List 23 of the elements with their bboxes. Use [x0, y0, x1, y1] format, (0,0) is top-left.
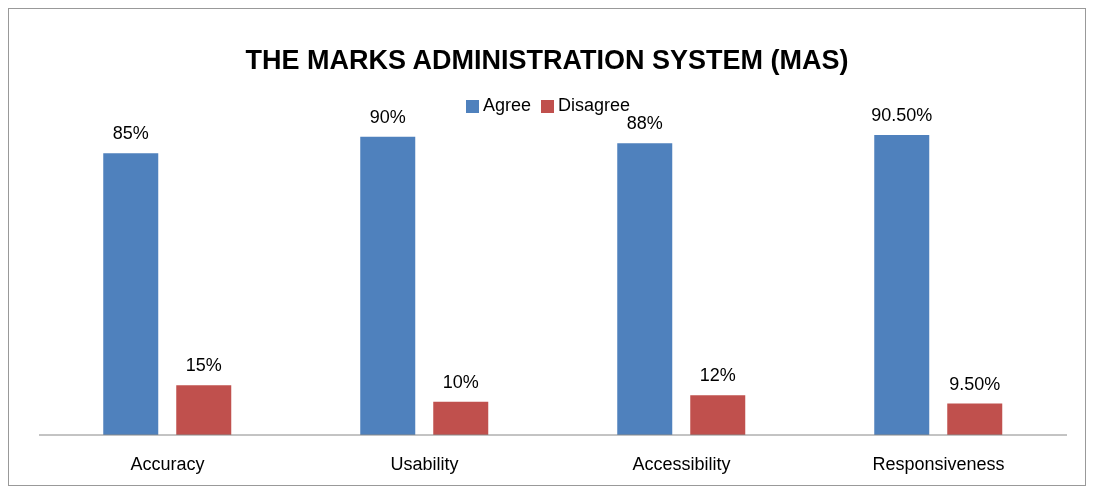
- data-label: 15%: [185, 355, 222, 376]
- x-tick-label: Accessibility: [632, 453, 731, 474]
- chart-title: THE MARKS ADMINISTRATION SYSTEM (MAS): [244, 44, 850, 77]
- x-tick-label: Responsiveness: [872, 453, 1005, 474]
- data-label: 90.50%: [871, 105, 933, 125]
- bar: [874, 135, 930, 435]
- bar: [690, 395, 746, 435]
- legend-label: Disagree: [558, 95, 631, 115]
- bar: [947, 403, 1003, 435]
- legend-label: Agree: [482, 95, 531, 115]
- x-tick-label: Usability: [390, 453, 459, 474]
- bar: [360, 136, 416, 435]
- data-label: 10%: [442, 371, 479, 392]
- bar: [103, 153, 159, 435]
- x-tick-label: Accuracy: [130, 453, 205, 474]
- data-label: 88%: [626, 113, 663, 134]
- bar: [176, 385, 232, 435]
- data-label: 85%: [112, 123, 149, 144]
- data-label: 9.50%: [949, 373, 1001, 394]
- bar: [617, 143, 673, 435]
- data-label: 12%: [699, 365, 736, 386]
- data-label: 90%: [369, 106, 406, 127]
- bar: [433, 401, 489, 435]
